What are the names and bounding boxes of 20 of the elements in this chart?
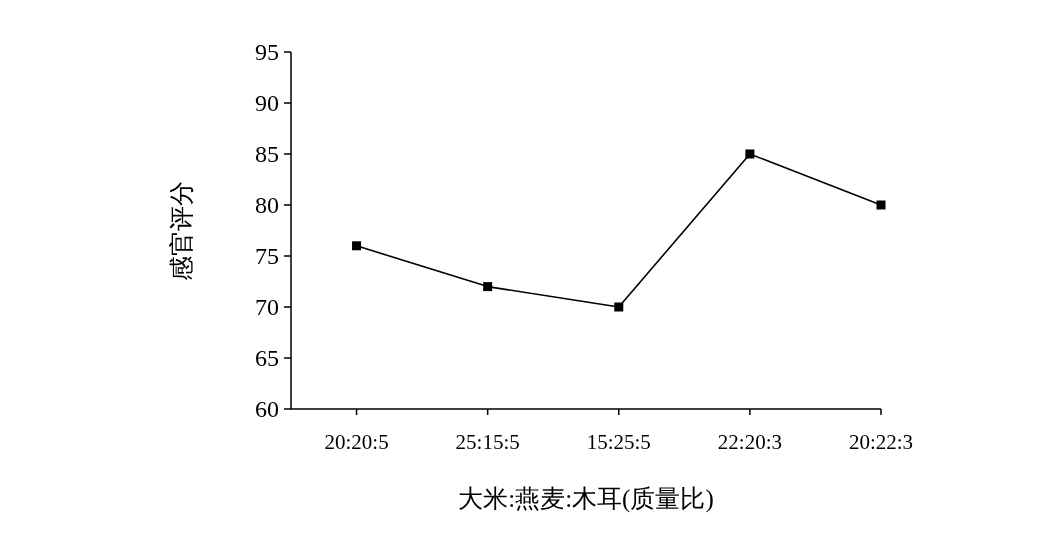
y-axis-title: 感官评分: [168, 180, 195, 281]
x-tick-label: 25:15:5: [455, 430, 520, 454]
y-tick-label: 95: [255, 39, 279, 65]
y-tick-label: 90: [255, 90, 279, 116]
point: [483, 282, 493, 292]
x-tick-label: 20:22:3: [848, 430, 914, 454]
y-tick-label: 80: [255, 192, 279, 218]
x-tick-label: 20:20:5: [324, 430, 389, 454]
point: [745, 149, 755, 159]
y-tick-label: 65: [255, 345, 279, 371]
point: [614, 302, 624, 312]
x-tick-label: 22:20:3: [717, 430, 782, 454]
y-tick-label: 70: [255, 294, 279, 320]
y-tick-label: 85: [255, 141, 279, 167]
point: [876, 200, 886, 210]
x-axis-title: 大米:燕麦:木耳(质量比): [458, 485, 714, 513]
y-tick-label: 60: [255, 396, 279, 422]
x-tick-label: 15:25:5: [586, 430, 651, 454]
y-tick-label: 75: [255, 243, 279, 269]
point: [352, 241, 362, 251]
